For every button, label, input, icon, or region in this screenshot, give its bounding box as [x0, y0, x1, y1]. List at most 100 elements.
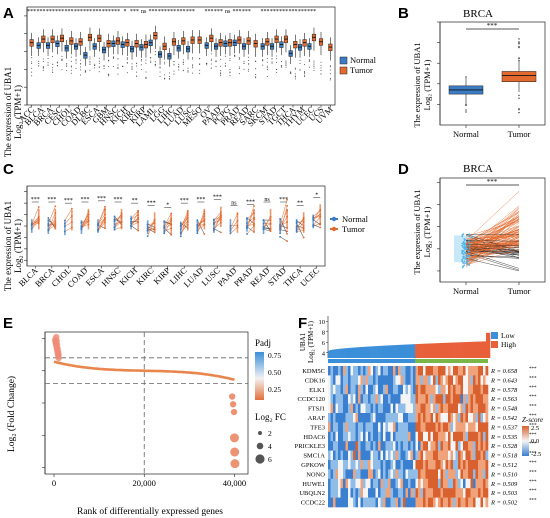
panel-f-heat-cell	[478, 478, 481, 489]
panel-f-heat-cell	[458, 497, 461, 508]
panel-f-heat-cell	[383, 413, 386, 423]
panel-f-heat-cell	[335, 384, 339, 395]
panel-f-heat-cell	[460, 469, 464, 480]
panel-f-heat-cell	[360, 460, 364, 470]
panel-e-xtick-label: 0	[52, 478, 56, 488]
panel-f-expression-bar	[423, 343, 426, 358]
panel-f-heat-cell	[373, 460, 376, 470]
panel-f-heat-cell	[423, 394, 426, 404]
panel-f-heat-cell	[465, 460, 469, 470]
panel-f-heat-cell	[428, 403, 431, 414]
panel-f-heat-cell	[378, 394, 381, 404]
panel-a-outlier	[52, 67, 54, 69]
panel-f-expression-bar	[346, 348, 349, 358]
panel-a-outlier	[299, 59, 301, 61]
panel-label-d: D	[398, 161, 409, 178]
panel-f-expression-bar	[352, 347, 355, 358]
panel-d-normal-point	[463, 239, 466, 242]
panel-c-normal-point	[246, 233, 248, 235]
panel-f-heat-cell	[480, 497, 484, 508]
panel-f-heat-cell	[458, 384, 461, 395]
panel-f-heat-cell	[455, 431, 459, 442]
panel-d-pair-line	[465, 237, 520, 256]
panel-f-heat-cell	[405, 460, 409, 470]
panel-f-heat-cell	[440, 413, 444, 423]
panel-a-outlier	[168, 78, 170, 80]
panel-a-outlier	[108, 59, 110, 61]
panel-f-heat-cell	[433, 403, 436, 414]
panel-f-heat-cell	[415, 366, 419, 376]
panel-f-heat-cell	[418, 403, 421, 414]
panel-d-pair-line	[465, 239, 520, 260]
panel-f-heat-cell	[328, 375, 331, 386]
panel-f-heat-cell	[445, 450, 449, 461]
panel-a-outlier	[329, 77, 331, 79]
legend-high-label: High	[501, 340, 516, 349]
panel-f-gene-label: ELK1	[309, 387, 325, 394]
panel-f-heat-cell	[473, 431, 476, 442]
panel-a-outlier	[248, 68, 250, 70]
panel-f-heat-cell	[360, 497, 364, 508]
panel-f-heat-cell	[365, 413, 369, 423]
panel-f-heat-cell	[368, 431, 371, 442]
panel-d-xtick-label: Normal	[453, 286, 480, 296]
panel-c-pair-line	[197, 211, 205, 231]
panel-c-pair-line	[130, 222, 139, 226]
panel-f-heat-cell	[478, 469, 481, 480]
panel-c-pair-line	[130, 212, 139, 227]
panel-a-outlier	[276, 68, 278, 70]
panel-a-outlier	[285, 61, 287, 63]
panel-f-heat-cell	[350, 422, 354, 433]
panel-a-significance: ***	[102, 9, 111, 15]
panel-f-heat-cell	[458, 450, 461, 461]
panel-f-heat-cell	[348, 375, 351, 386]
panel-d-title: BRCA	[463, 163, 493, 175]
panel-a-outlier	[164, 61, 166, 63]
panel-f-heat-cell	[410, 469, 414, 480]
panel-f-heat-cell	[363, 497, 366, 508]
panel-f-heat-cell	[485, 366, 489, 376]
panel-f-heat-cell	[395, 441, 399, 451]
panel-f-r-sig: ***	[529, 442, 537, 447]
panel-c-pair-line	[48, 221, 56, 227]
panel-f-heat-cell	[473, 441, 476, 451]
panel-f-heat-cell	[328, 431, 331, 442]
panel-f-heat-cell	[383, 469, 386, 480]
panel-a-outlier	[112, 56, 114, 58]
panel-f-heat-cell	[355, 488, 359, 498]
panel-f-heat-cell	[450, 441, 454, 451]
panel-f-heat-cell	[328, 460, 331, 470]
panel-a-outlier	[192, 72, 194, 74]
panel-f-heat-cell	[330, 422, 334, 433]
panel-f-heat-cell	[453, 460, 456, 470]
panel-f-heat-cell	[398, 450, 401, 461]
panel-f-heat-cell	[345, 488, 349, 498]
panel-f-heat-cell	[353, 450, 356, 461]
panel-f-heat-cell	[395, 413, 399, 423]
panel-f-heat-cell	[335, 460, 339, 470]
panel-f-heat-cell	[393, 450, 396, 461]
panel-f-heat-cell	[460, 403, 464, 414]
panel-f-heat-cell	[378, 366, 381, 376]
panel-d-pair-line	[465, 243, 520, 247]
panel-a-outlier	[98, 57, 100, 59]
panel-a-outlier	[154, 61, 156, 63]
panel-f-heat-cell	[413, 384, 416, 395]
panel-c-xtick-label: UCEC	[298, 265, 321, 288]
panel-f-heat-cell	[368, 450, 371, 461]
panel-f-r-sig: ***	[529, 395, 537, 400]
panel-a-significance: ***	[111, 9, 120, 15]
panel-f-heat-cell	[425, 375, 429, 386]
panel-f-heat-cell	[340, 497, 344, 508]
panel-f-heat-cell	[480, 366, 484, 376]
panel-f-heat-cell	[393, 403, 396, 414]
panel-d-pair-line	[465, 191, 520, 242]
panel-f-heat-cell	[405, 384, 409, 395]
panel-f-heat-cell	[465, 431, 469, 442]
panel-f-heat-cell	[448, 422, 451, 433]
panel-c-pair-line	[114, 216, 122, 222]
panel-f-heat-cell	[358, 478, 361, 489]
panel-f-heat-cell	[358, 403, 361, 414]
panel-a-outlier	[70, 56, 72, 58]
panel-f-heat-cell	[420, 450, 424, 461]
